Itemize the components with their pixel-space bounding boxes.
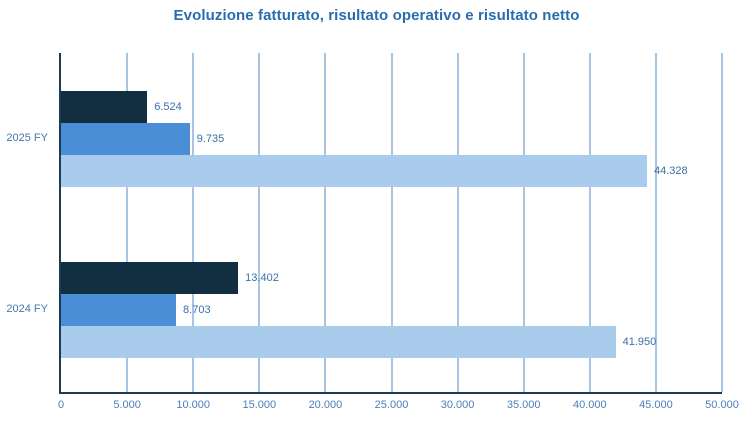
gridline (522, 53, 525, 392)
y-category-label: 2025 FY (6, 132, 48, 144)
gridline (126, 53, 129, 392)
gridline (456, 53, 459, 392)
value-label: 13.402 (245, 272, 279, 284)
bar-2025-fy-light-blue[interactable] (61, 155, 648, 187)
value-label: 8.703 (183, 304, 211, 316)
bar-2025-fy-dark-navy[interactable] (61, 91, 148, 123)
x-tick-label: 30.000 (440, 399, 475, 411)
chart-title: Evoluzione fatturato, risultato operativ… (173, 7, 580, 24)
gridline (390, 53, 393, 392)
x-tick-label: 10.000 (176, 399, 211, 411)
value-label: 44.328 (654, 165, 688, 177)
gridline (654, 53, 657, 392)
x-tick-label: 5.000 (113, 399, 141, 411)
x-tick-label: 35.000 (506, 399, 541, 411)
bar-2025-fy-medium-blue[interactable] (61, 123, 190, 155)
x-tick-label: 45.000 (639, 399, 673, 411)
x-tick-label: 25.000 (374, 399, 409, 411)
y-category-label: 2024 FY (6, 303, 48, 315)
gridline (258, 53, 261, 392)
x-tick-label: 0 (57, 399, 65, 411)
x-tick-label: 40.000 (572, 399, 607, 411)
x-tick-label: 20.000 (308, 399, 343, 411)
x-tick-label: 50.000 (705, 399, 739, 411)
gridline (324, 53, 327, 392)
value-label: 9.735 (196, 133, 225, 145)
gridline (721, 53, 723, 392)
bar-2024-fy-medium-blue[interactable] (61, 294, 177, 326)
value-label: 6.524 (154, 101, 182, 113)
bar-2024-fy-light-blue[interactable] (61, 326, 616, 358)
bar-2024-fy-dark-navy[interactable] (61, 262, 239, 294)
plot-area: 6.524 9.735 44.328 13.402 8.703 41.950 (59, 53, 723, 394)
value-label: 41.950 (622, 336, 657, 348)
x-tick-label: 15.000 (242, 399, 277, 411)
gridline (588, 53, 591, 392)
gridline (192, 53, 195, 392)
